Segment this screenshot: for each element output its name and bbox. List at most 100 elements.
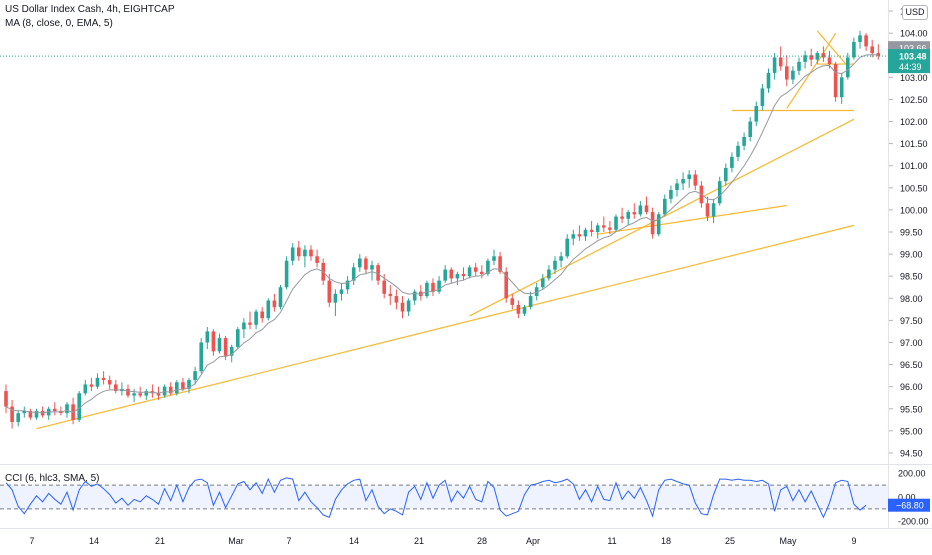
cci-value-tag — [888, 498, 930, 512]
candle-body — [187, 380, 191, 389]
candle-body — [797, 61, 801, 71]
candle-body — [534, 287, 539, 297]
price-axis-label: 101.00 — [900, 161, 928, 171]
candle-body — [772, 57, 777, 73]
candle-body — [516, 304, 521, 314]
ma-line-group — [0, 54, 888, 414]
candle-body — [608, 227, 612, 230]
candle-body — [827, 57, 832, 65]
candle-body — [248, 322, 252, 325]
candle-body — [467, 267, 472, 277]
time-axis-label: 7 — [286, 536, 291, 546]
candles — [4, 30, 881, 429]
candle-body — [388, 293, 393, 297]
time-axis-label: Apr — [526, 536, 540, 546]
candle-body — [821, 53, 826, 58]
candle-body — [785, 66, 789, 80]
candle-body — [144, 391, 149, 396]
price-axis-label: 95.00 — [900, 426, 923, 436]
candle-body — [449, 269, 454, 279]
price-axis-label: 98.00 — [900, 294, 923, 304]
candle-body — [565, 238, 569, 257]
candle-body — [168, 386, 173, 394]
candle-body — [229, 346, 234, 356]
candle-body — [175, 382, 179, 394]
candle-body — [839, 77, 844, 98]
candle-body — [754, 106, 759, 122]
countdown-text: 44:39 — [899, 62, 922, 72]
candle-body — [809, 55, 813, 60]
candle-body — [132, 393, 136, 396]
cci-axis-label: -200.00 — [898, 516, 929, 526]
candle-body — [242, 322, 246, 330]
time-axis-label: May — [779, 536, 797, 546]
candle-body — [602, 225, 606, 228]
candle-body — [89, 384, 94, 387]
trendline — [816, 30, 849, 67]
trendlines — [36, 30, 855, 430]
candle-body — [211, 331, 216, 352]
candle-body — [217, 338, 222, 352]
candle-body — [717, 181, 722, 204]
trendline — [36, 224, 855, 430]
candle-body — [266, 300, 271, 319]
candle-body — [595, 225, 600, 232]
candle-body — [663, 198, 667, 215]
candle-body — [791, 70, 795, 80]
candle-body — [742, 136, 746, 146]
candle-body — [577, 234, 582, 237]
currency-button[interactable]: USD — [902, 5, 928, 20]
candle-body — [297, 247, 301, 257]
ma-legend[interactable]: MA (8, close, 0, EMA, 5) — [5, 18, 113, 29]
price-axis-label: 101.50 — [900, 139, 928, 149]
time-axis-label: 28 — [477, 536, 487, 546]
candle-body — [382, 280, 386, 294]
price-axis-label: 98.50 — [900, 272, 923, 282]
candle-body — [327, 280, 332, 303]
candle-body — [443, 269, 447, 281]
candle-body — [547, 269, 551, 279]
candle-body — [406, 300, 411, 312]
candle-body — [492, 256, 496, 261]
last-price-tag — [888, 49, 930, 74]
price-axis-label: 103.00 — [900, 73, 928, 83]
time-axis-label: 14 — [349, 536, 359, 546]
cci-band — [0, 485, 888, 509]
candle-body — [333, 293, 338, 303]
candle-body — [852, 41, 856, 58]
candle-body — [162, 386, 167, 396]
candle-body — [669, 190, 673, 199]
cci-legend[interactable]: CCI (6, hlc3, SMA, 5) — [5, 473, 100, 484]
candle-body — [53, 408, 57, 411]
candle-body — [833, 64, 838, 98]
candle-body — [278, 287, 283, 308]
time-axis-label: 18 — [661, 536, 671, 546]
candle-body — [766, 72, 771, 89]
candle-body — [711, 203, 716, 217]
candle-body — [632, 212, 637, 215]
time-axis-label: 9 — [851, 536, 856, 546]
candle-body — [400, 302, 405, 312]
candle-body — [461, 273, 466, 277]
candle-body — [272, 300, 277, 308]
grid — [0, 0, 932, 529]
symbol-legend[interactable]: US Dollar Index Cash, 4h, EIGHTCAP — [5, 4, 175, 15]
candle-body — [431, 282, 435, 292]
candle-body — [693, 174, 698, 186]
candle-body — [760, 88, 765, 107]
candle-body — [583, 229, 588, 237]
candle-body — [626, 212, 630, 219]
candle-body — [724, 167, 728, 182]
candle-body — [778, 57, 783, 67]
candle-body — [303, 249, 307, 257]
candle-body — [290, 247, 295, 261]
price-axis-label: 102.00 — [900, 117, 928, 127]
candle-body — [614, 216, 618, 230]
price-axis-label: 104.00 — [900, 29, 928, 39]
candle-body — [681, 178, 685, 184]
candle-body — [748, 121, 752, 137]
candle-body — [638, 205, 643, 215]
candle-body — [650, 212, 655, 235]
